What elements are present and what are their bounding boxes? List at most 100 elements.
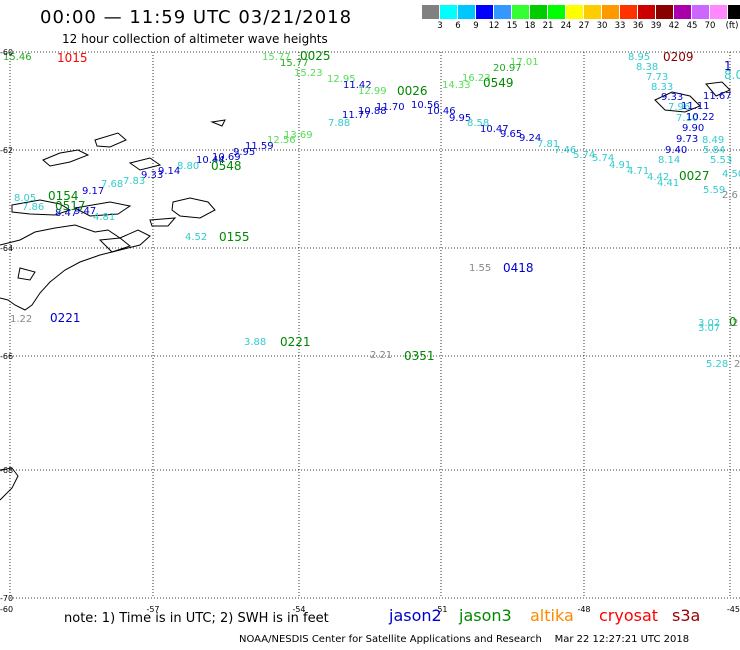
- wave-height-value: 2.21: [370, 350, 392, 361]
- wave-height-value: 11.59: [245, 141, 274, 152]
- color-scale-label: 18: [524, 21, 536, 31]
- wave-height-value: 4.71: [627, 166, 649, 177]
- legend-cryosat: cryosat: [599, 606, 659, 625]
- coastline-island-8: [149, 217, 177, 227]
- pass-time-label: 0027: [679, 169, 710, 183]
- legend-s3a: s3a: [672, 606, 701, 625]
- color-scale-label: 3: [437, 21, 443, 31]
- credit-line: NOAA/NESDIS Center for Satellite Applica…: [239, 634, 690, 645]
- lat-tick-label: -62: [0, 146, 13, 155]
- wave-height-value: 15.77: [262, 52, 291, 63]
- pass-time-label: 8.0: [724, 68, 740, 82]
- color-scale-cell: [458, 5, 476, 19]
- wave-height-value: 7.81: [537, 139, 559, 150]
- color-scale-label: 12: [488, 21, 500, 31]
- wave-height-value: 10.44: [196, 155, 225, 166]
- wave-height-value: 2.6: [722, 190, 738, 201]
- map-title: 00:00 — 11:59 UTC 03/21/2018: [40, 7, 353, 28]
- wave-height-value: 8.38: [636, 62, 658, 73]
- footer-note: note: 1) Time is in UTC; 2) SWH is in fe…: [64, 611, 329, 626]
- wave-height-value: 3.02: [698, 318, 720, 329]
- wave-height-value: 10.56: [411, 100, 440, 111]
- color-scale-bar: [422, 5, 740, 19]
- color-scale-cell: [476, 5, 494, 19]
- wave-height-value: 1.22: [10, 314, 32, 325]
- wave-height-value: 7.83: [123, 176, 145, 187]
- wave-height-value: 2: [732, 318, 738, 329]
- color-scale-label: 21: [542, 21, 554, 31]
- wave-height-value: 9.90: [682, 123, 704, 134]
- wave-height-value: 8.14: [658, 155, 680, 166]
- pass-time-label: 0549: [483, 76, 514, 90]
- legend-jason2: jason2: [389, 606, 442, 625]
- wave-height-value: 5.74: [573, 150, 595, 161]
- coastline-island-13: [705, 81, 731, 97]
- wave-height-value: 8.80: [177, 161, 199, 172]
- coastline-island-11: [17, 267, 36, 281]
- lon-tick-label: -54: [292, 605, 305, 614]
- color-scale-label: (ft): [725, 21, 739, 31]
- wave-height-value: 5.74: [592, 153, 614, 164]
- wave-height-value: 9.33: [661, 92, 683, 103]
- pass-time-label: 1015: [57, 51, 88, 65]
- color-scale-label: 6: [455, 21, 461, 31]
- color-scale-label: 30: [596, 21, 608, 31]
- wave-height-value: 8.58: [467, 118, 489, 129]
- wave-height-value: 15.46: [3, 52, 32, 63]
- wave-height-value: 16.23: [462, 73, 491, 84]
- wave-height-value: 7.68: [101, 179, 123, 190]
- coastline-island-9: [98, 237, 132, 253]
- wave-height-value: 8.05: [14, 193, 36, 204]
- wave-height-value: 12.99: [358, 86, 387, 97]
- wave-height-value: 8.33: [651, 82, 673, 93]
- pass-time-label: 0154: [48, 189, 79, 203]
- wave-height-value: 2: [734, 359, 740, 370]
- wave-height-value: 11.70: [376, 102, 405, 113]
- pass-time-label: 0517: [55, 199, 86, 213]
- pass-time-label: 0221: [280, 335, 311, 349]
- wave-height-value: 9.17: [82, 186, 104, 197]
- legend-altika: altika: [530, 606, 574, 625]
- color-scale-label: 9: [473, 21, 479, 31]
- wave-height-value: 4.52: [185, 232, 207, 243]
- wave-height-value: 11.11: [681, 101, 710, 112]
- wave-height-value: 7.96: [668, 102, 690, 113]
- color-scale-label: 45: [686, 21, 698, 31]
- color-scale-label: 27: [578, 21, 590, 31]
- wave-height-value: 10.22: [686, 112, 715, 123]
- coastline-island-2: [94, 132, 127, 148]
- coastline-island-1: [42, 149, 90, 167]
- coastline-island-10: [0, 467, 19, 501]
- wave-height-value: 9.47: [74, 206, 96, 217]
- pass-time-label: 0351: [404, 349, 435, 363]
- wave-height-value: 4.50: [722, 169, 740, 180]
- lon-tick-label: -60: [0, 605, 13, 614]
- wave-height-value: 12.95: [327, 74, 356, 85]
- pass-time-label: 0209: [663, 50, 694, 64]
- wave-height-value: 11.42: [343, 80, 372, 91]
- wave-height-value: 8.49: [702, 135, 724, 146]
- color-scale-label: 24: [560, 21, 572, 31]
- color-scale-cell: [440, 5, 458, 19]
- wave-height-value: 7.46: [554, 145, 576, 156]
- wave-height-value: 9.73: [676, 134, 698, 145]
- color-scale-cell: [548, 5, 566, 19]
- wave-height-value: 9.33: [141, 170, 163, 181]
- color-scale-label: 42: [668, 21, 680, 31]
- lon-tick-label: -57: [146, 605, 159, 614]
- color-scale-cell: [728, 5, 740, 19]
- wave-height-value: 10.46: [427, 106, 456, 117]
- color-scale-cell: [602, 5, 620, 19]
- map-subtitle: 12 hour collection of altimeter wave hei…: [62, 32, 328, 46]
- wave-height-value: 7.86: [22, 202, 44, 213]
- coastlines: [0, 81, 731, 501]
- color-scale-cell: [566, 5, 584, 19]
- color-scale-cell: [638, 5, 656, 19]
- wave-height-value: 7.10: [676, 113, 698, 124]
- coastline-island-4: [210, 119, 226, 127]
- wave-height-value: 9.95: [233, 147, 255, 158]
- coastline-island-6: [73, 201, 132, 217]
- pass-time-label: 0155: [219, 230, 250, 244]
